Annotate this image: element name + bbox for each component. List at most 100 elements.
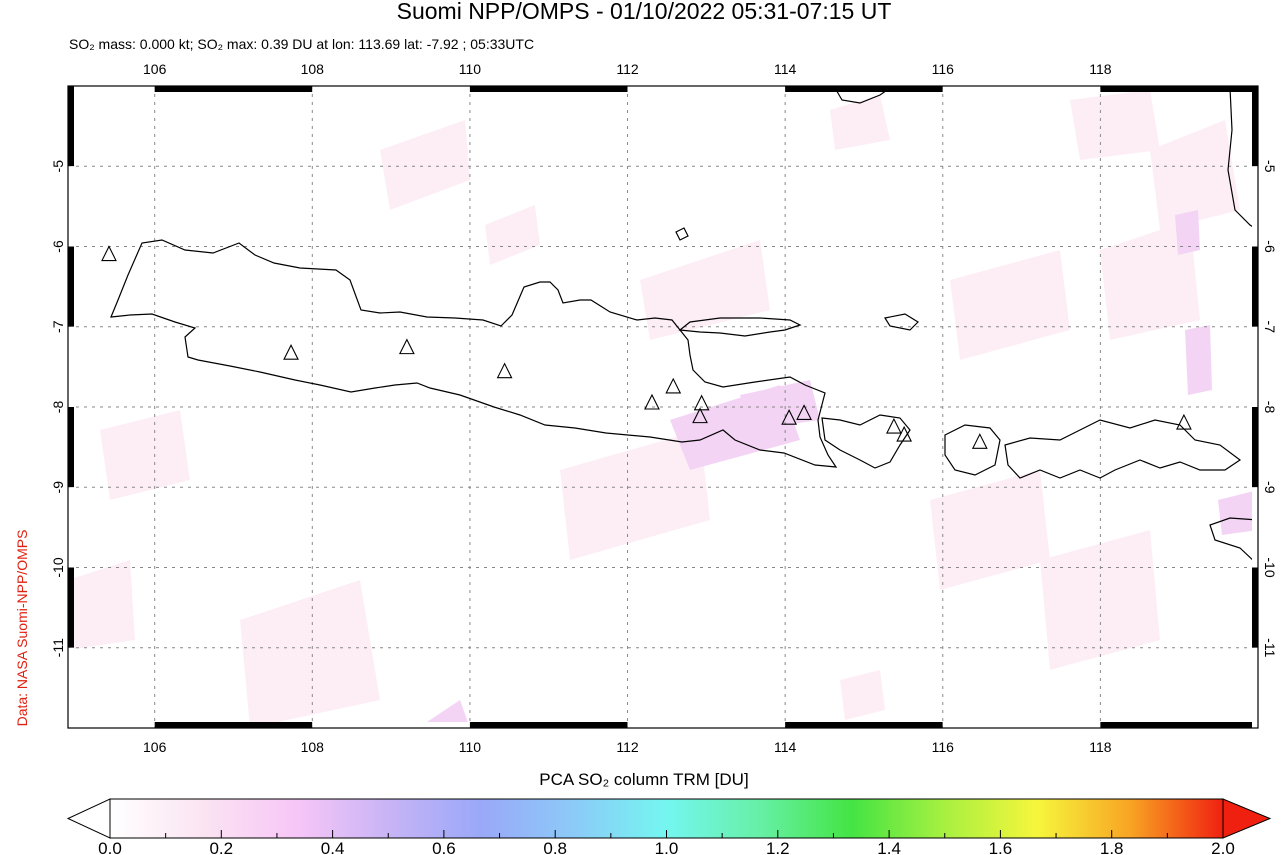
- colorbar-label: PCA SO₂ column TRM [DU]: [539, 770, 749, 789]
- bawean-coastline: [675, 227, 689, 241]
- lat-label-right: -11: [1262, 638, 1278, 657]
- frame-band-left: [68, 86, 74, 167]
- lon-label-top: 116: [932, 61, 955, 77]
- flores-coastline: [1209, 517, 1258, 566]
- volcano-triangle-icon: [971, 433, 988, 449]
- java-coastline: [110, 239, 838, 468]
- subtitle: SO₂ mass: 0.000 kt; SO₂ max: 0.39 DU at …: [69, 36, 535, 52]
- volcano-triangle-icon: [644, 393, 660, 410]
- volcano-triangle-icon: [283, 344, 299, 360]
- volcano-triangle-icon: [692, 407, 708, 424]
- colorbar-min-arrow: [66, 798, 111, 839]
- frame-band-top: [68, 86, 155, 92]
- lon-label-bottom: 108: [301, 739, 325, 755]
- so2-field: [68, 90, 1258, 728]
- frame-band-bottom: [68, 722, 155, 728]
- colorbar-tick-label: 0.8: [543, 839, 567, 855]
- lon-label-top: 112: [616, 61, 639, 77]
- lat-label-right: -7: [1262, 321, 1278, 334]
- lat-label-right: -9: [1262, 481, 1278, 494]
- colorbar-tick-label: 1.8: [1100, 839, 1124, 855]
- lat-label-right: -6: [1262, 240, 1278, 253]
- colorbar-tick-label: 1.6: [989, 839, 1013, 855]
- lat-label-right: -8: [1262, 401, 1278, 414]
- frame-band-top: [469, 86, 628, 92]
- frame-band-bottom: [627, 722, 786, 728]
- frame-band-right: [1252, 86, 1258, 167]
- volcano-triangle-icon: [796, 404, 812, 420]
- borneo-coastline: [1227, 87, 1258, 231]
- coastlines: [110, 87, 1258, 566]
- lon-label-bottom: 118: [1089, 739, 1112, 755]
- frame-band-right: [1252, 487, 1258, 568]
- volcano-triangle-icon: [693, 394, 710, 411]
- lon-label-bottom: 106: [143, 739, 167, 755]
- frame-band-top: [1100, 86, 1258, 92]
- lat-label-left: -9: [50, 481, 66, 494]
- lon-label-top: 110: [459, 61, 482, 77]
- lat-label-left: -11: [50, 638, 66, 657]
- frame-band-right: [1252, 407, 1258, 488]
- lon-label-top: 118: [1089, 61, 1112, 77]
- volcano-triangle-icon: [101, 245, 117, 262]
- lat-label-left: -7: [50, 320, 66, 333]
- volcano-triangle-icon: [886, 417, 902, 434]
- frame-band-top: [627, 86, 786, 92]
- frame-band-left: [68, 487, 74, 568]
- colorbar-max-arrow: [1222, 798, 1272, 839]
- lat-label-right: -10: [1262, 557, 1278, 577]
- sumbawa-coastline: [1004, 419, 1242, 479]
- frame-band-left: [68, 326, 74, 407]
- frame-band-left: [68, 166, 74, 247]
- map-border: [67, 85, 1259, 729]
- lon-label-bottom: 110: [459, 739, 482, 755]
- lon-label-bottom: 112: [616, 739, 639, 755]
- kangean-coastline: [884, 313, 919, 331]
- volcano-triangle-icon: [781, 409, 797, 425]
- lombok-coastline: [944, 424, 1001, 476]
- map-frame: [67, 85, 1259, 729]
- colorbar-tick-label: 1.4: [877, 839, 901, 855]
- chart-title: Suomi NPP/OMPS - 01/10/2022 05:31-07:15 …: [396, 0, 892, 24]
- lon-label-top: 106: [143, 61, 167, 77]
- volcano-triangle-icon: [496, 362, 513, 379]
- volcano-triangle-icon: [896, 425, 913, 442]
- frame-band-left: [68, 246, 74, 327]
- colorbar-tick-label: 1.2: [766, 839, 790, 855]
- lon-label-bottom: 116: [932, 739, 955, 755]
- frame-band-bottom: [1100, 722, 1258, 728]
- lon-label-top: 114: [774, 61, 797, 77]
- colorbar-tick-label: 2.0: [1211, 839, 1235, 855]
- colorbar-tick-label: 0.6: [432, 839, 456, 855]
- axis-labels: 106 106 108 108 110 110 112 112 114 114 116 116 118 1…: [50, 61, 1278, 755]
- lat-label-left: -10: [50, 557, 66, 577]
- colorbar-tick-label: 0.2: [209, 839, 233, 855]
- frame-band-bottom: [942, 722, 1101, 728]
- frame-band-left: [68, 567, 74, 648]
- frame-band-right: [1252, 166, 1258, 247]
- lon-label-top: 108: [301, 61, 325, 77]
- frame-band-bottom: [469, 722, 628, 728]
- colorbar-tick-label: 0.4: [321, 839, 345, 855]
- volcano-markers: [101, 245, 1192, 449]
- volcano-triangle-icon: [665, 377, 682, 394]
- frame-band-top: [942, 86, 1101, 92]
- colorbar-tick-label: 1.0: [655, 839, 679, 855]
- frame-band-bottom: [312, 722, 470, 728]
- gridlines: [68, 86, 1258, 728]
- lat-label-right: -5: [1262, 160, 1278, 173]
- bali-coastline: [821, 414, 911, 469]
- sulawesi-coastline: [834, 87, 891, 104]
- frame-band-top: [154, 86, 313, 92]
- frame-band-left: [68, 647, 74, 728]
- colorbar: 0.0 0.2 0.4 0.6 0.8 1.0 1.2 1.4 1.6 1.8 2.0: [66, 798, 1272, 855]
- frame-band-bottom: [785, 722, 943, 728]
- lat-label-left: -6: [50, 240, 66, 253]
- frame-band-right: [1252, 647, 1258, 728]
- lat-label-left: -5: [50, 160, 66, 173]
- volcano-triangle-icon: [398, 338, 415, 355]
- colorbar-tick-label: 0.0: [98, 839, 122, 855]
- frame-band-right: [1252, 326, 1258, 407]
- frame-band-bottom: [154, 722, 313, 728]
